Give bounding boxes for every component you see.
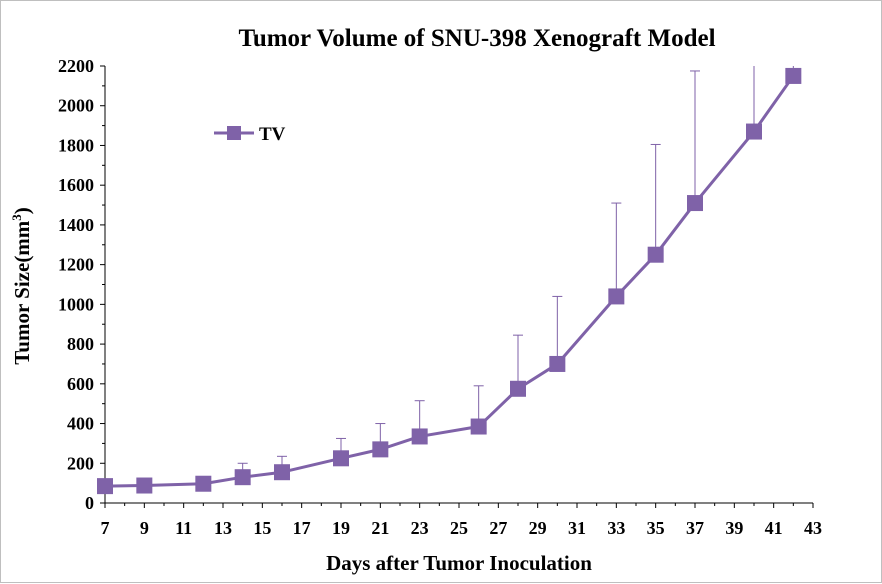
data-point <box>687 195 703 212</box>
data-point <box>97 478 113 495</box>
data-point <box>785 67 802 84</box>
y-axis-label: Tumor Size(mm3) <box>9 207 34 365</box>
x-tick-label: 23 <box>411 518 429 538</box>
y-tick-label: 1600 <box>58 175 94 195</box>
data-point <box>608 288 625 305</box>
x-tick-label: 39 <box>725 518 743 538</box>
y-tick-label: 800 <box>67 334 94 354</box>
x-tick-label: 21 <box>371 518 389 538</box>
x-tick-label: 15 <box>253 518 271 538</box>
data-point <box>234 469 251 486</box>
x-tick-label: 41 <box>765 518 783 538</box>
x-tick-label: 9 <box>140 518 149 538</box>
x-tick-label: 35 <box>647 518 665 538</box>
x-tick-label: 31 <box>568 518 586 538</box>
y-tick-label: 600 <box>67 374 94 394</box>
x-tick-label: 13 <box>214 518 232 538</box>
y-tick-label: 200 <box>67 453 94 473</box>
x-tick-label: 11 <box>175 518 192 538</box>
data-point <box>372 441 389 458</box>
x-tick-label: 29 <box>529 518 547 538</box>
data-point <box>411 428 428 445</box>
legend: TV <box>214 124 286 145</box>
legend-label-tv: TV <box>259 124 286 145</box>
data-point <box>510 380 526 397</box>
series-line-tv <box>104 75 795 488</box>
x-tick-label: 25 <box>450 518 468 538</box>
y-tick-label: 1800 <box>58 135 94 155</box>
data-point <box>746 123 762 140</box>
plot-area: 0 200 400 600 800 1000 1200 1400 1600 1800 2000 220… <box>58 56 822 538</box>
data-point <box>274 464 290 481</box>
data-point <box>195 475 212 492</box>
y-tick-label: 2000 <box>58 96 94 116</box>
x-tick-label: 19 <box>332 518 350 538</box>
y-axis-label-main: Tumor Size(mm <box>10 220 34 365</box>
y-tick-label: 2200 <box>58 56 94 76</box>
y-tick-label: 1400 <box>58 215 94 235</box>
x-tick-label: 27 <box>489 518 507 538</box>
y-tick-label: 0 <box>85 493 94 513</box>
data-point <box>136 477 153 494</box>
y-tick-label: 1000 <box>58 294 94 314</box>
x-tick-label: 37 <box>686 518 704 538</box>
y-axis-label-close: ) <box>10 207 34 214</box>
x-tick-label: 33 <box>607 518 625 538</box>
data-point <box>549 355 566 372</box>
y-axis-label-sup: 3 <box>9 214 24 221</box>
chart-title: Tumor Volume of SNU-398 Xenograft Model <box>238 25 715 52</box>
y-tick-label: 1200 <box>58 255 94 275</box>
y-tick-label: 400 <box>67 414 94 434</box>
data-point <box>647 246 664 263</box>
x-tick-label: 17 <box>293 518 311 538</box>
data-point <box>470 418 487 435</box>
x-tick-label: 43 <box>804 518 822 538</box>
legend-marker <box>227 126 241 140</box>
x-axis-label: Days after Tumor Inoculation <box>326 551 592 575</box>
data-point <box>333 450 349 467</box>
x-tick-label: 7 <box>101 518 110 538</box>
